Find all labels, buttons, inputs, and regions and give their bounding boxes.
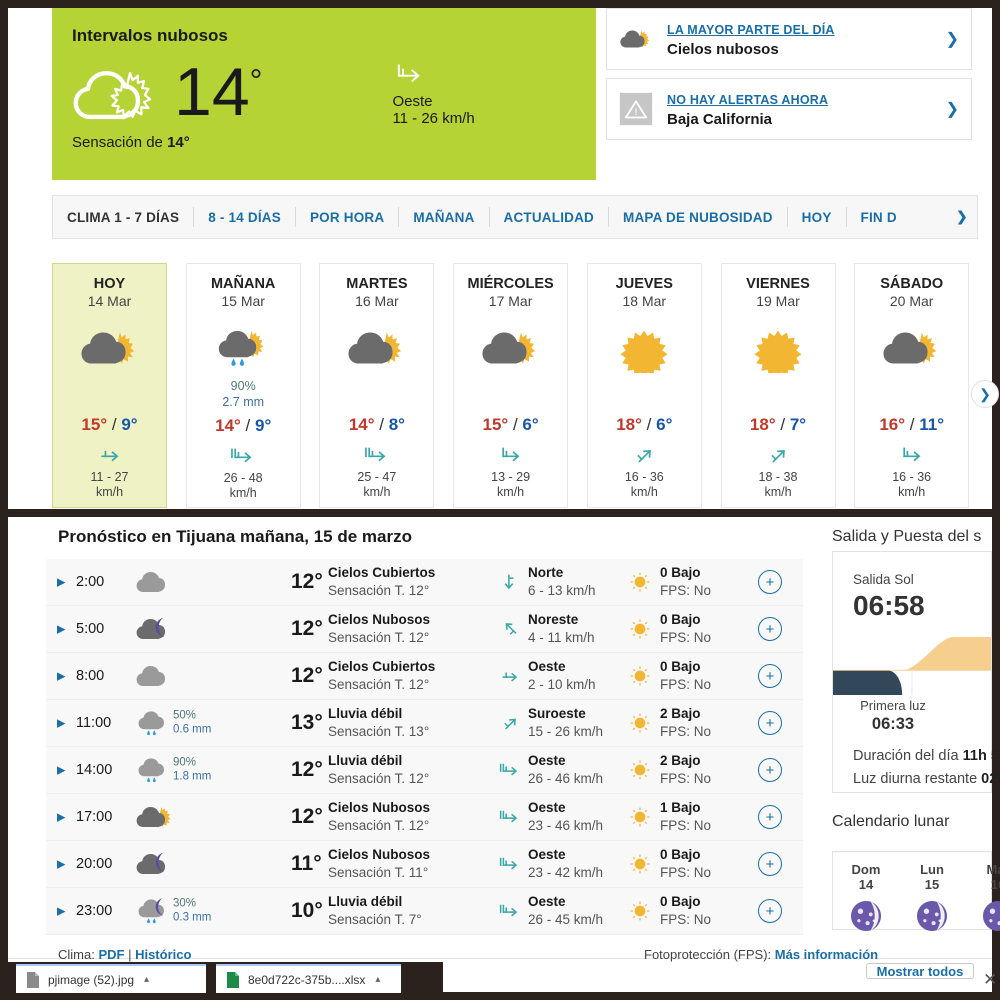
svg-text:!: ! <box>634 107 637 117</box>
